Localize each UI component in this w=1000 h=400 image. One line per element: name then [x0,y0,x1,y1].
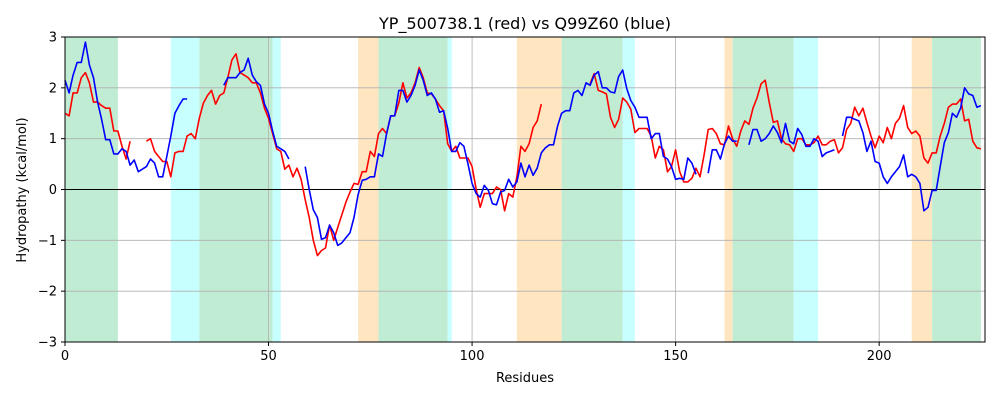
series-1-segment-4 [748,122,835,158]
chart-title: YP_500738.1 (red) vs Q99Z60 (blue) [378,14,671,34]
x-tick-label-50: 50 [260,349,277,364]
y-axis-label: Hydropathy (kcal/mol) [15,117,30,262]
x-axis-label: Residues [496,371,554,386]
series-1-segment-2 [304,69,697,247]
series-1-segment-3 [707,135,737,174]
y-tick-label-2: 2 [49,81,57,96]
x-tick-label-0: 0 [61,349,69,364]
x-tick-label-200: 200 [867,349,892,364]
y-tick-label--2: −2 [38,285,57,300]
series-1-segment-5 [841,87,982,212]
y-tick-label--1: −1 [38,234,57,249]
y-tick-label-0: 0 [49,183,57,198]
x-tick-label-100: 100 [460,349,485,364]
y-tick-label-1: 1 [49,132,57,147]
series-1-segment-0 [64,41,188,178]
y-tick-label--3: −3 [38,336,57,351]
axis-ticks: 0 50 100 150 200 −3 −2 −1 0 1 2 3 [38,31,892,365]
series-0-segment-1 [145,52,543,257]
y-tick-label-3: 3 [49,31,57,46]
series-lines [64,41,982,257]
x-tick-label-150: 150 [663,349,688,364]
series-0-segment-2 [589,72,982,183]
series-1-segment-1 [223,57,290,160]
